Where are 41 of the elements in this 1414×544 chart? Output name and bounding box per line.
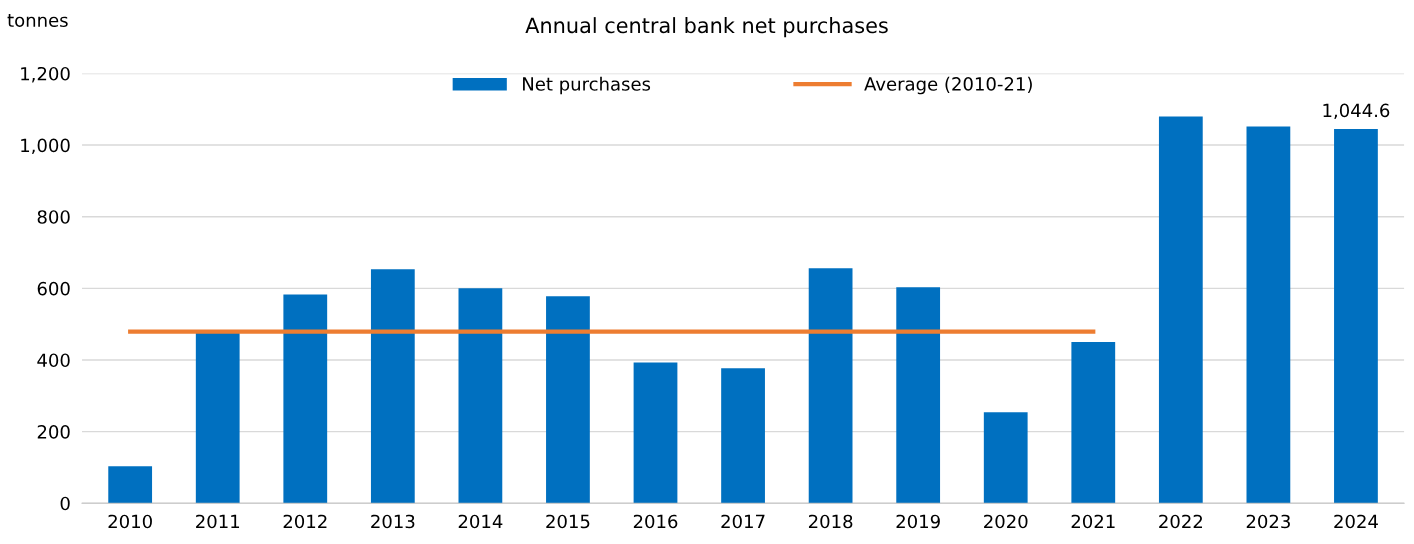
data-label: 1,044.6 bbox=[1323, 103, 1390, 120]
x-tick-label: 2023 bbox=[1246, 514, 1290, 529]
y-tick-label: 600 bbox=[37, 281, 70, 296]
y-tick-label: 0 bbox=[60, 496, 70, 511]
x-tick-label: 2015 bbox=[546, 514, 590, 529]
x-tick-label: 2013 bbox=[371, 514, 415, 529]
x-tick-label: 2022 bbox=[1159, 514, 1202, 529]
legend-label: Average (2010-21) bbox=[864, 76, 1032, 95]
y-tick-label: 1,000 bbox=[21, 138, 70, 155]
bar bbox=[1071, 342, 1116, 504]
bar bbox=[283, 294, 328, 504]
x-tick-label: 2014 bbox=[458, 514, 503, 529]
bar bbox=[1158, 116, 1203, 504]
x-tick-label: 2017 bbox=[721, 514, 765, 529]
bar bbox=[1334, 129, 1378, 504]
bar bbox=[721, 368, 765, 504]
y-tick-label: 1,200 bbox=[21, 66, 70, 83]
y-axis-title: tonnes bbox=[7, 14, 68, 27]
x-tick-label: 2011 bbox=[196, 514, 240, 529]
bar bbox=[633, 362, 678, 504]
bar bbox=[108, 466, 153, 504]
bar bbox=[1246, 126, 1291, 504]
chart-title: Annual central bank net purchases bbox=[525, 17, 888, 38]
bar bbox=[896, 287, 941, 504]
x-tick-label: 2016 bbox=[633, 514, 678, 529]
x-tick-label: 2019 bbox=[896, 514, 940, 529]
legend-label: Net purchases bbox=[523, 76, 651, 95]
x-tick-label: 2010 bbox=[108, 514, 152, 529]
x-tick-label: 2018 bbox=[808, 514, 853, 529]
x-tick-label: 2020 bbox=[984, 514, 1028, 529]
bar bbox=[808, 268, 853, 504]
y-tick-label: 400 bbox=[37, 353, 70, 368]
bar bbox=[546, 296, 590, 504]
bar bbox=[458, 288, 503, 504]
y-tick-label: 200 bbox=[37, 425, 70, 439]
x-tick-label: 2012 bbox=[283, 514, 327, 529]
bar bbox=[370, 269, 415, 504]
x-tick-label: 2021 bbox=[1071, 514, 1115, 529]
x-tick-label: 2024 bbox=[1334, 514, 1378, 529]
bar bbox=[983, 412, 1028, 504]
y-tick-label: 800 bbox=[37, 210, 70, 224]
